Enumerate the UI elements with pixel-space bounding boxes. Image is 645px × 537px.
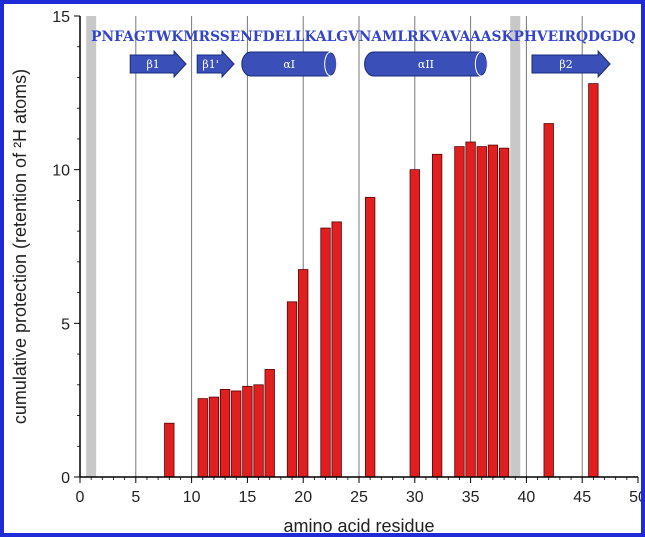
sequence-text: PNFAGTWKMRSSENFDELLKALGVNAMLRKVAVAAASKPH… [91,29,636,45]
bar [465,141,476,478]
secondary-structure-label: β1 [146,58,159,71]
strand-arrow [531,49,611,79]
bar [164,422,175,478]
bar [487,144,499,478]
bars [164,83,599,478]
bar [264,369,275,478]
helix-cylinder-end [324,51,338,77]
x-tick-label: 50 [629,489,641,506]
x-tick-label: 25 [350,489,368,506]
bar [286,301,298,478]
x-tick-label: 30 [406,489,424,506]
bar-chart: 0 5 10 15 20 25 30 35 40 45 50 0 5 10 15 PNFAGTWKMRSSE… [10,9,641,533]
secondary-structure-label: β2 [559,58,572,71]
x-tick-label: 45 [573,489,591,506]
x-tick-label: 35 [462,489,480,506]
y-tick-label: 0 [61,470,70,487]
x-tick-label: 40 [518,489,536,506]
shaded-residue [86,16,97,477]
secondary-structure-label: αII [418,58,434,71]
bar [476,146,487,478]
x-tick-label: 20 [294,489,312,506]
bar [253,384,264,478]
x-tick-label: 10 [183,489,201,506]
bar [242,385,253,478]
bar [588,83,599,478]
x-axis-title: amino acid residue [283,516,434,533]
bar [298,269,309,478]
helix-cylinder-end [474,51,488,77]
strand-arrow [196,49,235,79]
shaded-residue [510,16,521,477]
sequence-track: PNFAGTWKMRSSENFDELLKALGVNAMLRKVAVAAASKPH… [91,29,636,45]
secondary-structure-track: β1 β1' αI αII β2 [129,49,611,79]
secondary-structure-label: αI [283,58,295,71]
secondary-structure-label: β1' [202,58,218,71]
bar [454,146,465,478]
bar [197,398,208,478]
y-tick-label: 5 [61,316,70,333]
x-tick-label: 5 [131,489,140,506]
bar [431,153,443,478]
bar [231,390,242,478]
bar [320,227,331,478]
y-tick-label: 10 [52,163,70,180]
x-tick-label: 0 [76,489,85,506]
bar [219,389,231,478]
residue-shading [86,16,521,477]
strand-arrow [129,49,187,79]
ticks: 0 5 10 15 20 25 30 35 40 45 50 0 5 10 15 [52,9,641,506]
x-tick-label: 15 [239,489,257,506]
y-axis-title: cumulative protection (retention of ²H a… [10,69,30,424]
y-tick-label: 15 [52,9,70,26]
bar [331,221,342,478]
bar [365,196,376,478]
bar [498,147,510,478]
bar [543,123,554,478]
bar [409,169,420,478]
bar [208,396,220,478]
